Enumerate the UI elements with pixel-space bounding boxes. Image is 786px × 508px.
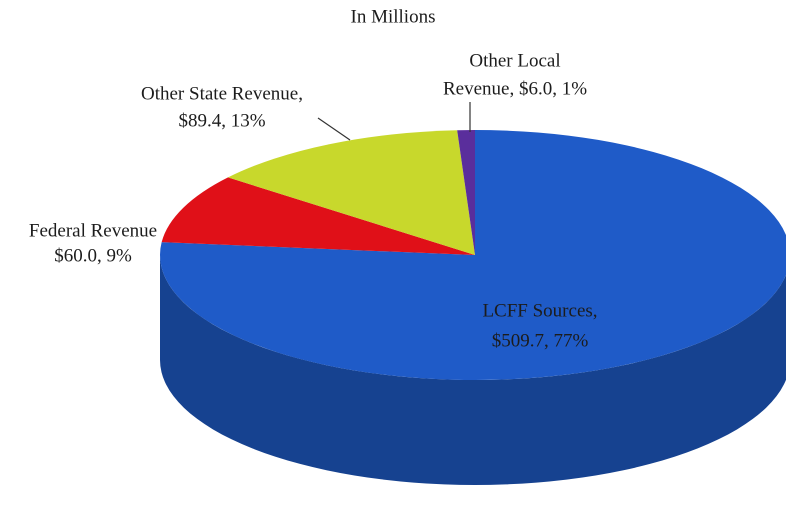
slice: [161, 177, 476, 255]
data-label: Other State Revenue,: [141, 83, 303, 104]
data-label: $89.4, 13%: [178, 110, 265, 131]
data-label: Revenue, $6.0, 1%: [443, 78, 587, 99]
pie: [160, 130, 786, 485]
slice-side: [160, 255, 786, 485]
slice: [228, 130, 475, 255]
slice: [160, 130, 786, 380]
slice: [457, 130, 475, 255]
data-label: $60.0, 9%: [54, 245, 132, 266]
data-label: LCFF Sources,: [482, 300, 597, 321]
leader-line: [317, 117, 351, 141]
data-label: $509.7, 77%: [492, 330, 589, 351]
chart-title: In Millions: [351, 6, 436, 27]
data-label: Federal Revenue: [29, 220, 157, 241]
data-label: Other Local: [469, 50, 560, 71]
